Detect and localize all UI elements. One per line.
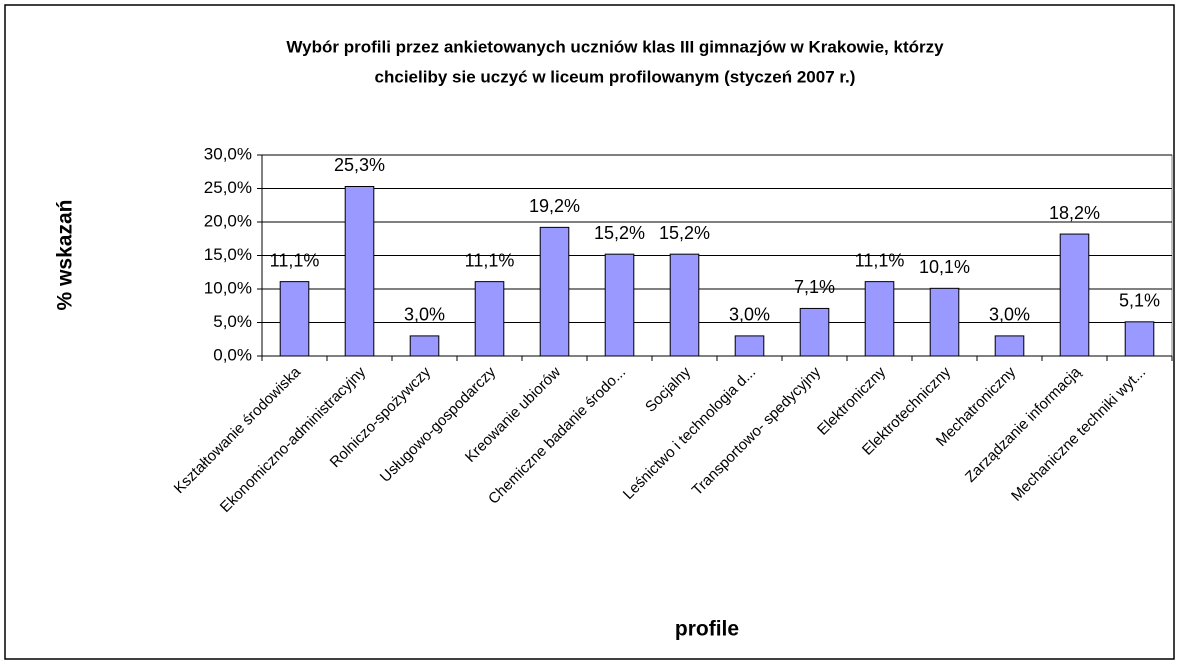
bar [669,253,700,357]
bar [864,281,895,357]
y-tick-label: 30,0% [204,144,252,163]
bar [474,281,505,357]
y-tick-label: 10,0% [204,278,252,297]
bar [409,335,440,357]
chart-title: chcieliby sie uczyć w liceum profilowany… [375,67,856,86]
bar [604,253,635,357]
x-axis-title: profile [675,618,739,641]
data-label: 18,2% [1049,203,1100,223]
data-label: 19,2% [529,196,580,216]
bar [539,226,570,357]
data-label: 3,0% [989,305,1030,325]
data-label: 15,2% [659,223,710,243]
data-label: 11,1% [270,250,320,270]
data-label: 5,1% [1119,291,1160,311]
data-label: 15,2% [594,223,645,243]
y-axis-title: % wskazań [54,200,77,311]
bar [799,307,830,357]
data-label: 10,1% [919,257,970,277]
bar [994,335,1025,357]
data-label: 11,1% [855,250,905,270]
data-label: 7,1% [794,277,835,297]
bar [734,335,765,357]
bar [1059,233,1090,357]
bar [344,185,375,357]
bar [1124,321,1155,357]
y-tick-label: 5,0% [213,312,252,331]
bar [929,287,960,357]
data-label: 3,0% [729,305,770,325]
chart-title: Wybór profili przez ankietowanych ucznió… [286,37,944,56]
y-tick-label: 20,0% [204,211,252,230]
y-tick-label: 25,0% [204,178,252,197]
y-tick-label: 15,0% [204,245,252,264]
data-label: 3,0% [404,305,445,325]
bar [279,281,310,357]
data-label: 25,3% [334,155,385,175]
data-label: 11,1% [465,250,515,270]
y-tick-label: 0,0% [213,345,252,364]
